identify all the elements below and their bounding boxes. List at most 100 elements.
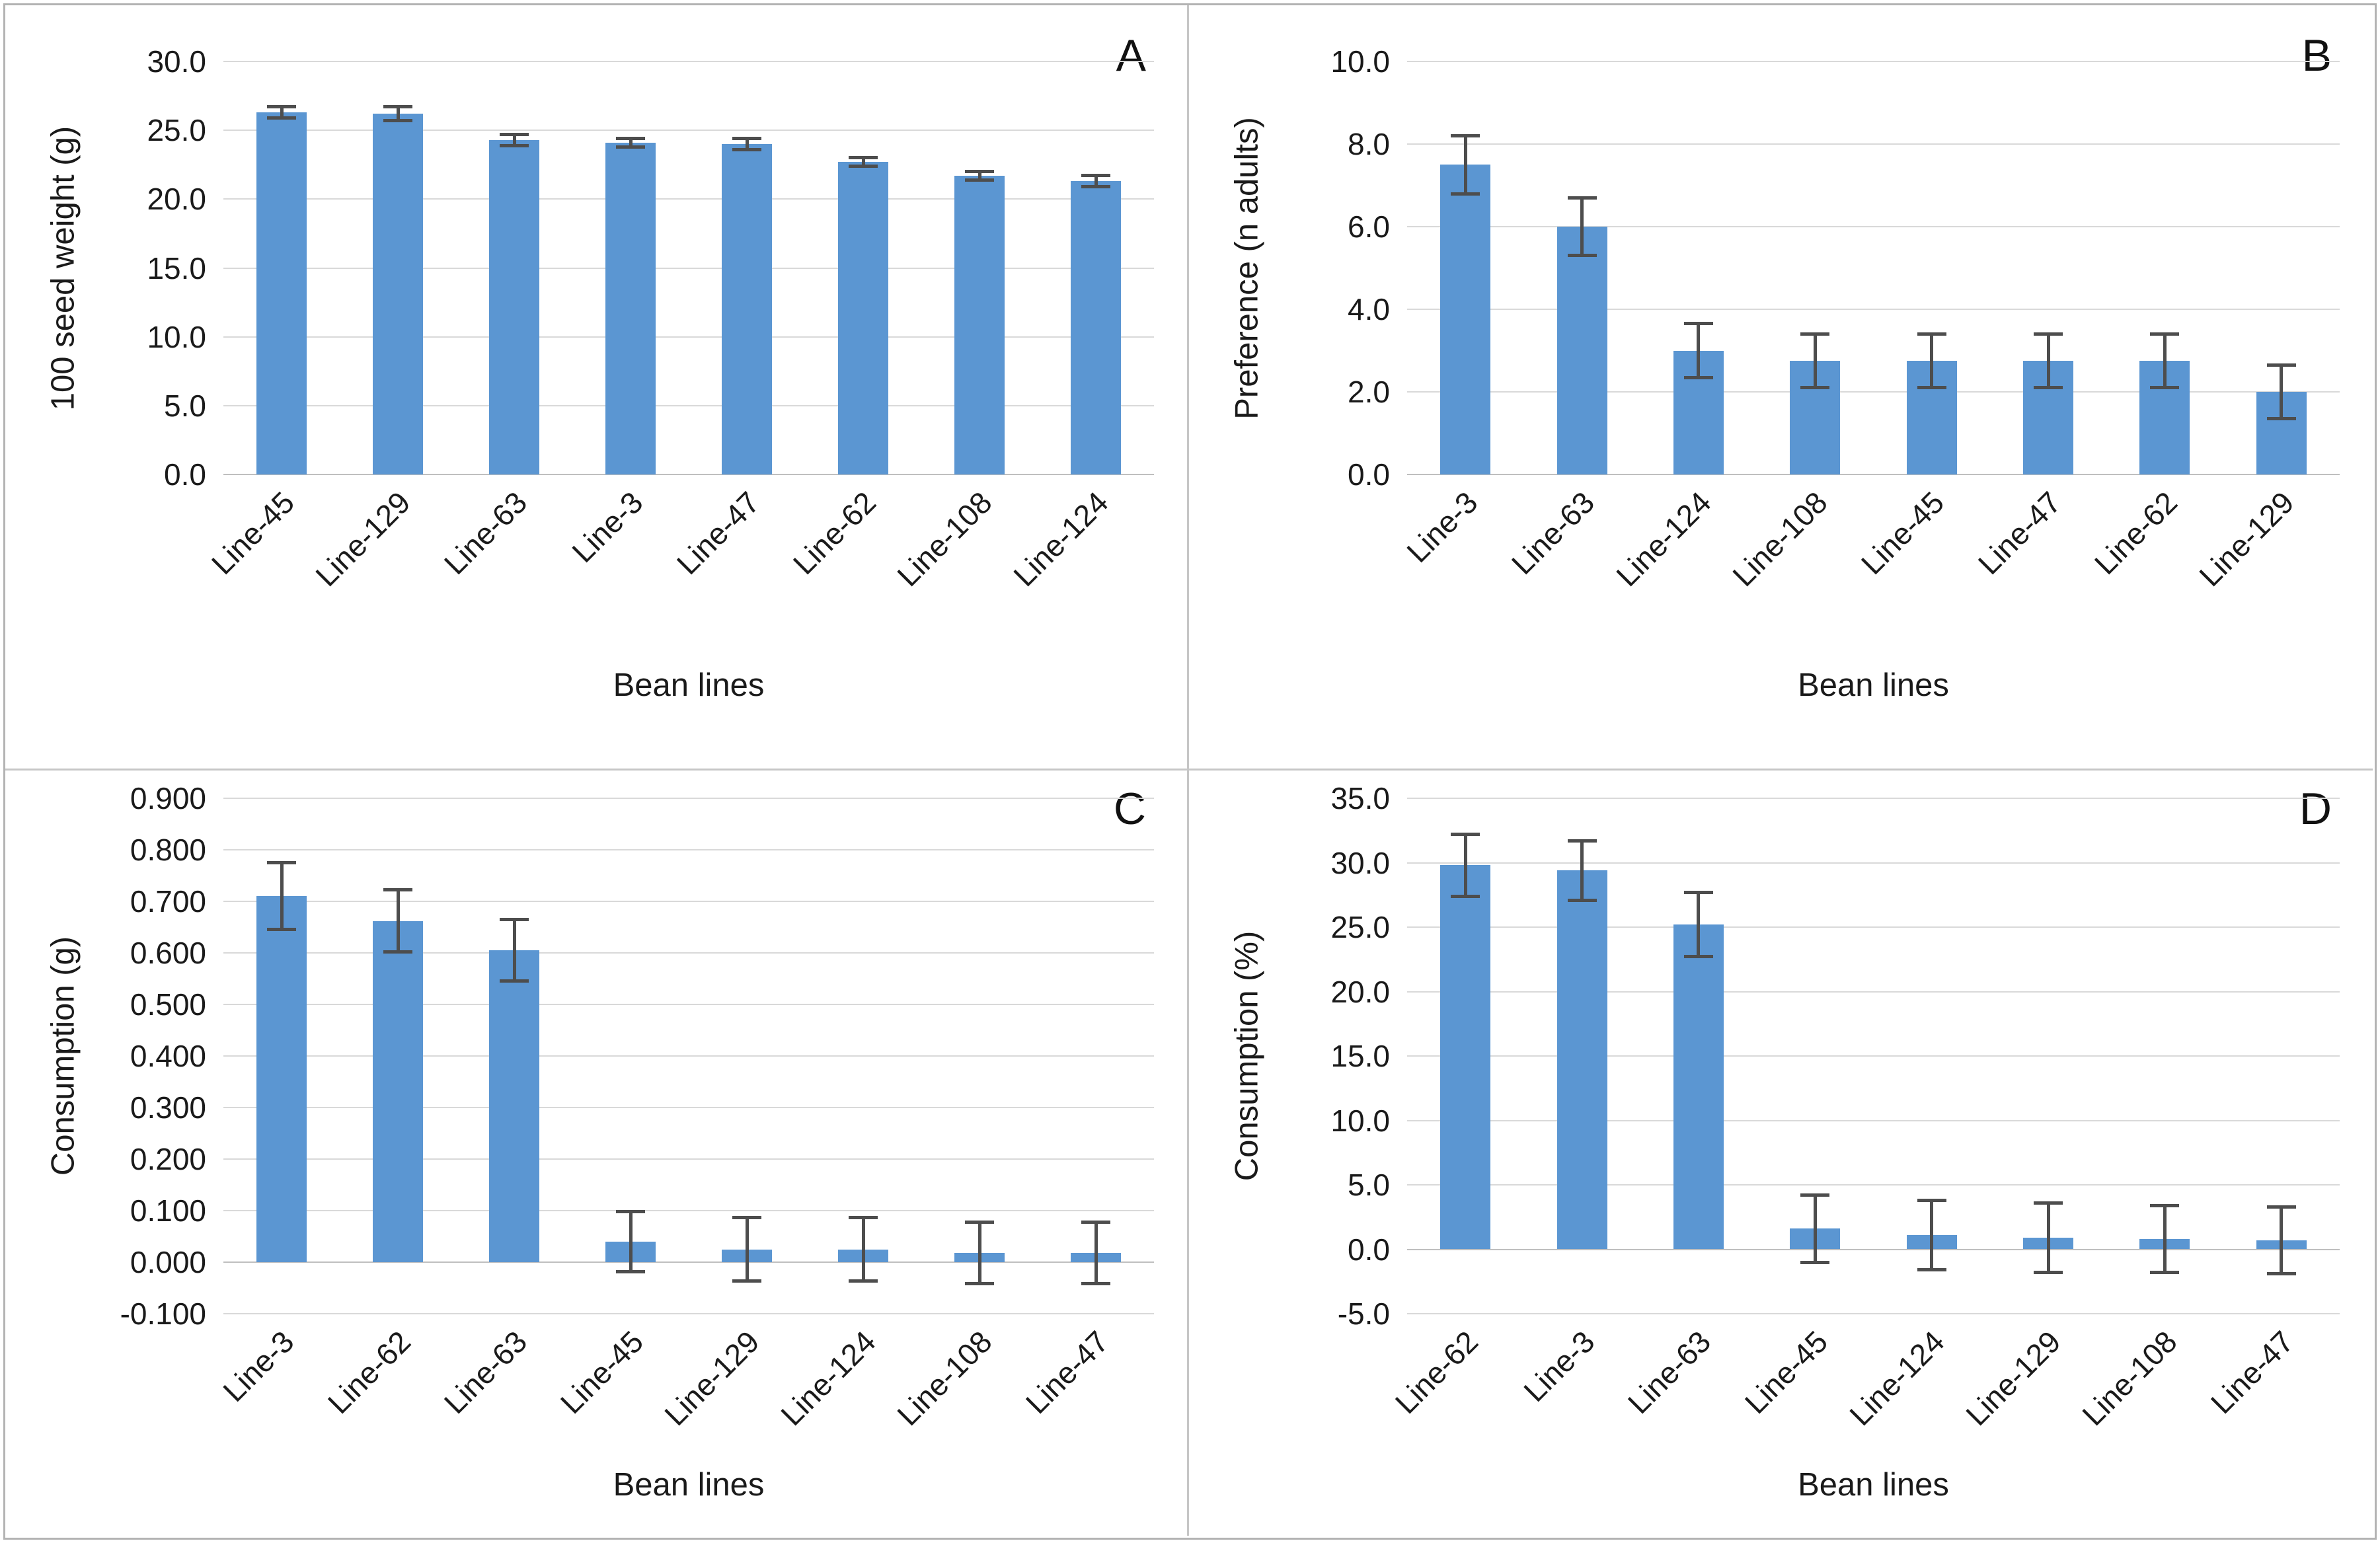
bar-line-108 <box>954 175 1005 474</box>
error-bar-cap <box>616 137 645 141</box>
x-tick-label: Line-63 <box>1621 1324 1718 1421</box>
y-gridline <box>223 1158 1154 1160</box>
error-bar-cap <box>732 1279 761 1283</box>
y-tick-label: 30.0 <box>147 44 206 79</box>
error-bar-cap <box>1567 254 1597 258</box>
bar-line-62 <box>373 921 423 1262</box>
error-bar-cap <box>267 116 296 120</box>
error-bar-cap <box>2150 1203 2180 1207</box>
y-gridline <box>1407 862 2340 864</box>
error-bar <box>1094 175 1098 187</box>
y-tick-label: 15.0 <box>1330 1039 1390 1073</box>
error-bar-cap <box>267 928 296 932</box>
error-bar <box>978 171 981 180</box>
x-tick-label: Line-62 <box>2087 484 2184 582</box>
x-tick-label: Line-124 <box>1609 484 1718 593</box>
y-gridline <box>223 901 1154 902</box>
y-tick-label: 25.0 <box>1330 910 1390 944</box>
y-gridline <box>223 198 1154 200</box>
y-gridline <box>223 1004 1154 1005</box>
error-bar <box>861 157 865 167</box>
y-tick-label: 10.0 <box>1330 1103 1390 1138</box>
bar-line-63 <box>1556 227 1607 474</box>
error-bar-cap <box>965 178 994 182</box>
error-bar <box>1463 135 1467 194</box>
panel-a: A 100 seed weight (g) Bean lines 0.0 5.0 1… <box>5 5 1189 771</box>
y-tick-label: 0.500 <box>130 987 206 1022</box>
y-tick-label: 10.0 <box>147 319 206 354</box>
error-bar-cap <box>616 1210 645 1214</box>
error-bar-cap <box>1081 1220 1110 1224</box>
y-tick-label: 8.0 <box>1348 127 1390 161</box>
error-bar-cap <box>616 1269 645 1273</box>
error-bar-cap <box>1451 192 1480 196</box>
y-tick-label: 25.0 <box>147 113 206 148</box>
zero-axis-line <box>1407 474 2340 475</box>
error-bar-cap <box>383 119 412 123</box>
error-bar-cap <box>500 979 529 983</box>
x-tick-label: Line-129 <box>309 484 417 593</box>
error-bar-cap <box>2034 1271 2063 1275</box>
error-bar <box>2163 1205 2167 1273</box>
y-gridline <box>223 1055 1154 1057</box>
y-gridline <box>223 130 1154 132</box>
y-tick-label: 0.800 <box>130 833 206 867</box>
y-tick-label: 0.100 <box>130 1193 206 1228</box>
error-bar <box>2046 1203 2050 1273</box>
error-bar-cap <box>1917 386 1946 390</box>
panel-d: D Consumption (%) Bean lines -5.0 0.0 5.0 1… <box>1189 771 2373 1536</box>
error-bar <box>1094 1222 1098 1284</box>
error-bar-cap <box>500 143 529 147</box>
bar-line-3 <box>1556 870 1607 1250</box>
error-bar-cap <box>849 156 878 160</box>
y-tick-label: 0.400 <box>130 1039 206 1073</box>
y-tick-label: 10.0 <box>1330 44 1390 79</box>
x-tick-label: Line-129 <box>1959 1324 2067 1433</box>
x-axis-title: Bean lines <box>613 667 765 703</box>
error-bar-cap <box>1451 894 1480 898</box>
y-tick-label: 0.300 <box>130 1090 206 1125</box>
y-tick-label: 0.600 <box>130 936 206 970</box>
error-bar <box>1463 834 1467 897</box>
x-tick-label: Line-108 <box>890 484 999 593</box>
error-bar <box>629 138 633 147</box>
y-tick-label: 5.0 <box>164 388 206 423</box>
error-bar-cap <box>2150 1271 2180 1275</box>
bar-line-3 <box>1440 165 1491 474</box>
error-bar-cap <box>2266 417 2296 421</box>
error-bar <box>1580 841 1584 901</box>
error-bar-cap <box>2150 332 2180 336</box>
error-bar <box>2280 1207 2284 1274</box>
bar-line-47 <box>722 144 772 474</box>
error-bar <box>280 106 284 118</box>
bar-line-3 <box>256 896 307 1262</box>
x-tick-label: Line-47 <box>1971 484 2067 582</box>
error-bar-cap <box>849 1279 878 1283</box>
error-bar-cap <box>732 147 761 151</box>
x-tick-label: Line-62 <box>786 484 882 582</box>
x-tick-label: Line-63 <box>437 484 533 582</box>
x-axis-title: Bean lines <box>1798 1467 1949 1503</box>
error-bar-cap <box>849 164 878 168</box>
error-bar-cap <box>2034 332 2063 336</box>
y-gridline <box>1407 61 2340 62</box>
panel-letter-b: B <box>2301 30 2332 81</box>
x-tick-label: Line-129 <box>658 1324 766 1433</box>
y-gridline <box>223 404 1154 406</box>
error-bar <box>396 889 400 952</box>
x-tick-label: Line-62 <box>321 1324 417 1421</box>
x-tick-label: Line-124 <box>1007 484 1115 593</box>
error-bar <box>280 862 284 930</box>
error-bar-cap <box>500 917 529 921</box>
panel-letter-d: D <box>2299 784 2332 834</box>
error-bar <box>2046 334 2050 388</box>
x-tick-label: Line-63 <box>1504 484 1601 582</box>
bar-line-63 <box>1673 924 1724 1250</box>
y-tick-label: 0.200 <box>130 1142 206 1176</box>
error-bar <box>978 1222 981 1284</box>
error-bar-cap <box>267 861 296 864</box>
y-gridline <box>1407 1055 2340 1057</box>
error-bar-cap <box>383 888 412 892</box>
error-bar-cap <box>965 1220 994 1224</box>
error-bar <box>2280 365 2284 419</box>
